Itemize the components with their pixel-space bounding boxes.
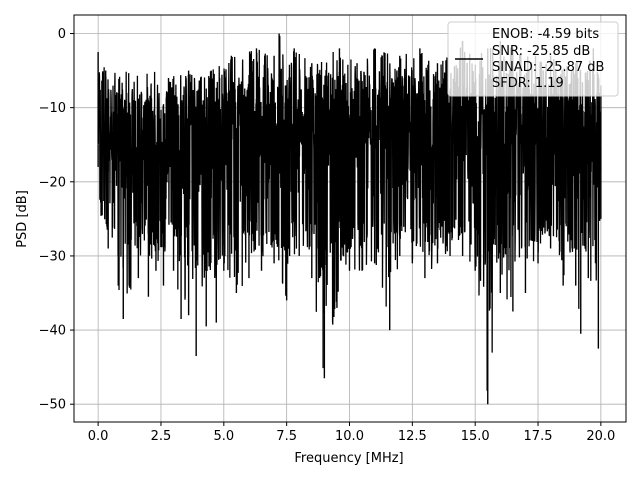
x-axis: 0.0 2.5 5.0 7.5 10.0 12.5 15.0 17.5 20.0	[88, 422, 615, 444]
legend: ENOB: -4.59 bits SNR: -25.85 dB SINAD: -…	[447, 21, 619, 97]
legend-box	[447, 21, 619, 97]
x-tick-label-8: 20.0	[586, 429, 615, 444]
x-tick-label-5: 12.5	[398, 429, 427, 444]
x-tick-label-2: 5.0	[213, 429, 234, 444]
y-tick-label-5: −50	[39, 398, 66, 413]
legend-entry-sinad: SINAD: -25.87 dB	[492, 60, 604, 75]
y-axis: 0 −10 −20 −30 −40 −50	[39, 27, 74, 413]
x-tick-label-0: 0.0	[88, 429, 109, 444]
y-tick-label-4: −40	[39, 324, 66, 339]
x-tick-label-1: 2.5	[151, 429, 172, 444]
series-psd	[97, 33, 602, 405]
y-tick-label-3: −30	[39, 249, 66, 264]
x-tick-label-4: 10.0	[335, 429, 364, 444]
y-tick-label-2: −20	[39, 175, 66, 190]
y-axis-title: PSD [dB]	[15, 190, 30, 248]
y-tick-label-0: 0	[58, 27, 66, 42]
x-tick-label-7: 17.5	[524, 429, 553, 444]
axes-frame	[73, 14, 627, 423]
x-tick-label-3: 7.5	[276, 429, 297, 444]
x-axis-title: Frequency [MHz]	[294, 451, 403, 466]
legend-entry-enob: ENOB: -4.59 bits	[492, 27, 599, 42]
legend-entry-snr: SNR: -25.85 dB	[492, 44, 590, 59]
y-tick-label-1: −10	[39, 101, 66, 116]
x-tick-label-6: 15.0	[461, 429, 490, 444]
legend-entry-sfdr: SFDR: 1.19	[492, 76, 564, 91]
